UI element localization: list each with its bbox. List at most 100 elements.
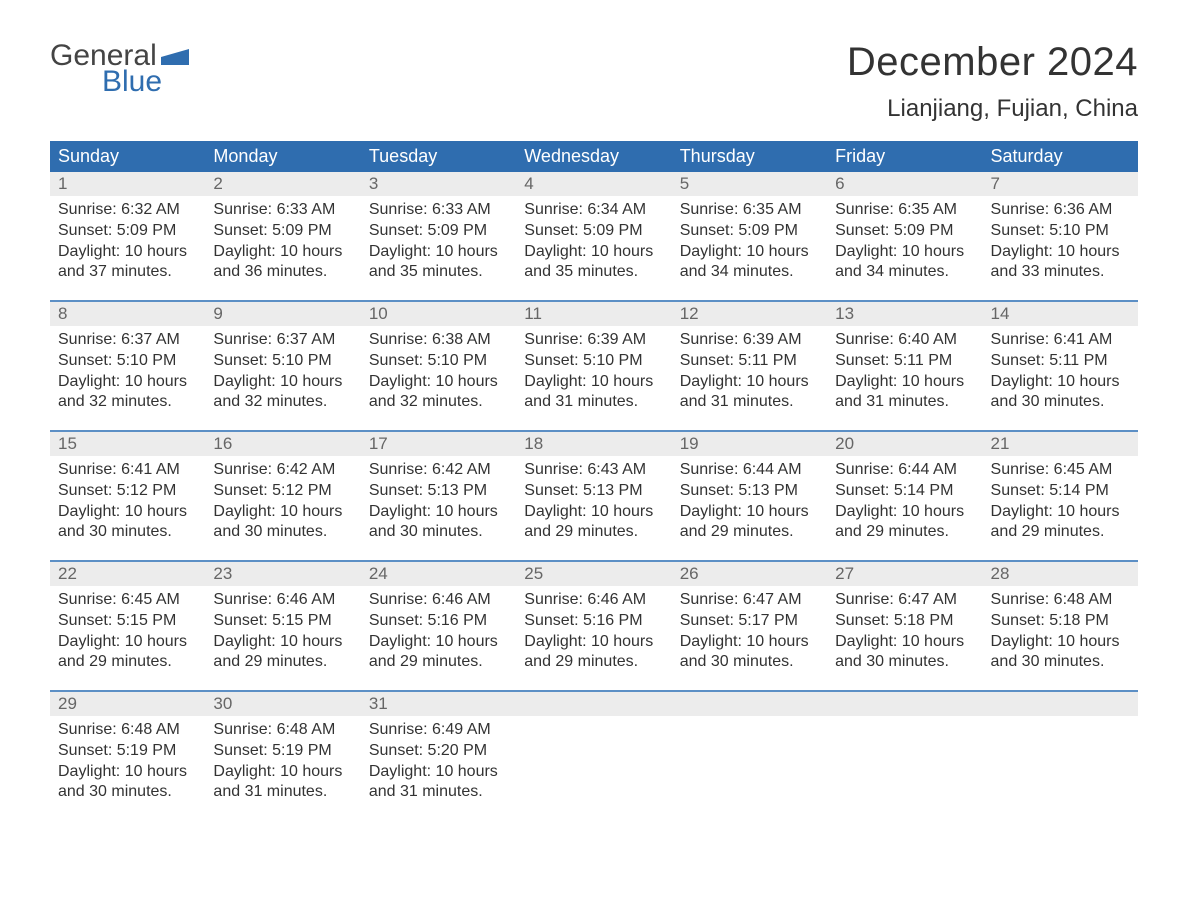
- day-body: Sunrise: 6:48 AMSunset: 5:19 PMDaylight:…: [50, 716, 205, 813]
- day-number: [983, 692, 1138, 716]
- day-daylight2: and 29 minutes.: [524, 522, 663, 543]
- day-body: Sunrise: 6:41 AMSunset: 5:12 PMDaylight:…: [50, 456, 205, 553]
- day-sunset: Sunset: 5:11 PM: [991, 351, 1130, 372]
- day-sunset: Sunset: 5:13 PM: [524, 481, 663, 502]
- day-daylight1: Daylight: 10 hours: [524, 372, 663, 393]
- day-sunset: Sunset: 5:20 PM: [369, 741, 508, 762]
- day-sunset: Sunset: 5:15 PM: [213, 611, 352, 632]
- day-sunrise: Sunrise: 6:34 AM: [524, 200, 663, 221]
- day-daylight1: Daylight: 10 hours: [213, 502, 352, 523]
- day-sunset: Sunset: 5:09 PM: [835, 221, 974, 242]
- day-number: 18: [516, 432, 671, 456]
- day-sunset: Sunset: 5:12 PM: [58, 481, 197, 502]
- day-daylight2: and 33 minutes.: [991, 262, 1130, 283]
- day-daylight1: Daylight: 10 hours: [58, 632, 197, 653]
- day-body: Sunrise: 6:39 AMSunset: 5:10 PMDaylight:…: [516, 326, 671, 423]
- day-cell: [672, 692, 827, 820]
- dow-cell: Thursday: [672, 141, 827, 172]
- day-number: 7: [983, 172, 1138, 196]
- day-body: Sunrise: 6:46 AMSunset: 5:15 PMDaylight:…: [205, 586, 360, 683]
- day-sunrise: Sunrise: 6:45 AM: [991, 460, 1130, 481]
- day-cell: 20Sunrise: 6:44 AMSunset: 5:14 PMDayligh…: [827, 432, 982, 560]
- location-subtitle: Lianjiang, Fujian, China: [847, 95, 1138, 123]
- day-body: Sunrise: 6:40 AMSunset: 5:11 PMDaylight:…: [827, 326, 982, 423]
- day-cell: 8Sunrise: 6:37 AMSunset: 5:10 PMDaylight…: [50, 302, 205, 430]
- day-number: 31: [361, 692, 516, 716]
- day-sunset: Sunset: 5:19 PM: [213, 741, 352, 762]
- day-daylight1: Daylight: 10 hours: [369, 372, 508, 393]
- day-daylight1: Daylight: 10 hours: [680, 632, 819, 653]
- day-sunrise: Sunrise: 6:41 AM: [991, 330, 1130, 351]
- day-sunrise: Sunrise: 6:43 AM: [524, 460, 663, 481]
- day-sunrise: Sunrise: 6:49 AM: [369, 720, 508, 741]
- day-daylight2: and 29 minutes.: [369, 652, 508, 673]
- day-cell: 27Sunrise: 6:47 AMSunset: 5:18 PMDayligh…: [827, 562, 982, 690]
- day-body: Sunrise: 6:41 AMSunset: 5:11 PMDaylight:…: [983, 326, 1138, 423]
- day-cell: 23Sunrise: 6:46 AMSunset: 5:15 PMDayligh…: [205, 562, 360, 690]
- week-row: 29Sunrise: 6:48 AMSunset: 5:19 PMDayligh…: [50, 690, 1138, 820]
- day-body: Sunrise: 6:35 AMSunset: 5:09 PMDaylight:…: [672, 196, 827, 293]
- day-cell: 21Sunrise: 6:45 AMSunset: 5:14 PMDayligh…: [983, 432, 1138, 560]
- day-sunrise: Sunrise: 6:48 AM: [213, 720, 352, 741]
- day-body: Sunrise: 6:43 AMSunset: 5:13 PMDaylight:…: [516, 456, 671, 553]
- day-sunrise: Sunrise: 6:36 AM: [991, 200, 1130, 221]
- day-daylight1: Daylight: 10 hours: [213, 632, 352, 653]
- day-daylight2: and 35 minutes.: [524, 262, 663, 283]
- day-sunset: Sunset: 5:10 PM: [524, 351, 663, 372]
- day-body: Sunrise: 6:34 AMSunset: 5:09 PMDaylight:…: [516, 196, 671, 293]
- day-sunrise: Sunrise: 6:39 AM: [680, 330, 819, 351]
- day-body: Sunrise: 6:38 AMSunset: 5:10 PMDaylight:…: [361, 326, 516, 423]
- logo-word-blue: Blue: [50, 66, 189, 98]
- day-cell: 11Sunrise: 6:39 AMSunset: 5:10 PMDayligh…: [516, 302, 671, 430]
- day-number: 29: [50, 692, 205, 716]
- day-daylight2: and 29 minutes.: [835, 522, 974, 543]
- dow-cell: Tuesday: [361, 141, 516, 172]
- day-daylight2: and 29 minutes.: [524, 652, 663, 673]
- day-sunset: Sunset: 5:09 PM: [680, 221, 819, 242]
- day-body: Sunrise: 6:45 AMSunset: 5:14 PMDaylight:…: [983, 456, 1138, 553]
- day-cell: 3Sunrise: 6:33 AMSunset: 5:09 PMDaylight…: [361, 172, 516, 300]
- day-cell: [983, 692, 1138, 820]
- day-sunset: Sunset: 5:09 PM: [213, 221, 352, 242]
- day-daylight1: Daylight: 10 hours: [835, 242, 974, 263]
- day-daylight1: Daylight: 10 hours: [991, 242, 1130, 263]
- day-sunrise: Sunrise: 6:46 AM: [369, 590, 508, 611]
- day-cell: 28Sunrise: 6:48 AMSunset: 5:18 PMDayligh…: [983, 562, 1138, 690]
- day-number: 26: [672, 562, 827, 586]
- day-daylight2: and 29 minutes.: [58, 652, 197, 673]
- day-cell: [516, 692, 671, 820]
- day-number: 9: [205, 302, 360, 326]
- day-sunset: Sunset: 5:16 PM: [524, 611, 663, 632]
- day-sunrise: Sunrise: 6:33 AM: [213, 200, 352, 221]
- day-daylight2: and 32 minutes.: [213, 392, 352, 413]
- dow-cell: Friday: [827, 141, 982, 172]
- day-cell: 18Sunrise: 6:43 AMSunset: 5:13 PMDayligh…: [516, 432, 671, 560]
- day-cell: 1Sunrise: 6:32 AMSunset: 5:09 PMDaylight…: [50, 172, 205, 300]
- day-daylight1: Daylight: 10 hours: [835, 502, 974, 523]
- day-body: Sunrise: 6:42 AMSunset: 5:12 PMDaylight:…: [205, 456, 360, 553]
- day-daylight1: Daylight: 10 hours: [213, 372, 352, 393]
- day-daylight2: and 31 minutes.: [369, 782, 508, 803]
- day-daylight2: and 29 minutes.: [680, 522, 819, 543]
- day-sunrise: Sunrise: 6:39 AM: [524, 330, 663, 351]
- day-daylight1: Daylight: 10 hours: [991, 502, 1130, 523]
- day-number: 13: [827, 302, 982, 326]
- day-body: Sunrise: 6:37 AMSunset: 5:10 PMDaylight:…: [50, 326, 205, 423]
- day-cell: 26Sunrise: 6:47 AMSunset: 5:17 PMDayligh…: [672, 562, 827, 690]
- week-row: 22Sunrise: 6:45 AMSunset: 5:15 PMDayligh…: [50, 560, 1138, 690]
- day-sunrise: Sunrise: 6:37 AM: [58, 330, 197, 351]
- day-number: [672, 692, 827, 716]
- day-sunset: Sunset: 5:18 PM: [991, 611, 1130, 632]
- day-sunset: Sunset: 5:14 PM: [991, 481, 1130, 502]
- day-sunset: Sunset: 5:11 PM: [835, 351, 974, 372]
- day-sunrise: Sunrise: 6:48 AM: [58, 720, 197, 741]
- day-body: Sunrise: 6:42 AMSunset: 5:13 PMDaylight:…: [361, 456, 516, 553]
- day-cell: 4Sunrise: 6:34 AMSunset: 5:09 PMDaylight…: [516, 172, 671, 300]
- day-sunset: Sunset: 5:09 PM: [369, 221, 508, 242]
- day-daylight1: Daylight: 10 hours: [835, 372, 974, 393]
- day-daylight2: and 30 minutes.: [680, 652, 819, 673]
- day-sunrise: Sunrise: 6:46 AM: [213, 590, 352, 611]
- day-number: 30: [205, 692, 360, 716]
- day-cell: 15Sunrise: 6:41 AMSunset: 5:12 PMDayligh…: [50, 432, 205, 560]
- day-daylight2: and 32 minutes.: [58, 392, 197, 413]
